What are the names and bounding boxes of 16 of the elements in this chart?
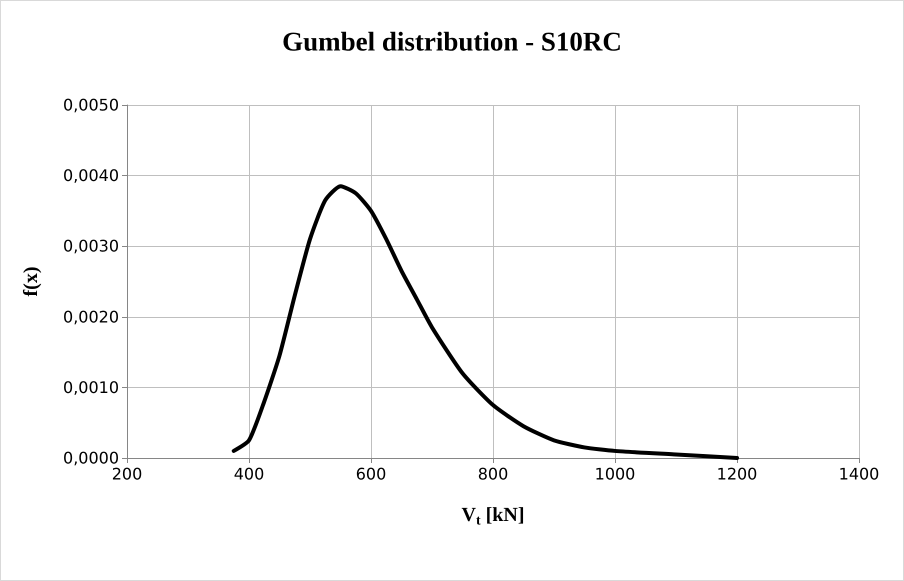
- x-tick-label: 600: [356, 464, 386, 484]
- y-tick-label: 0,0040: [63, 166, 119, 186]
- x-tick-label: 400: [234, 464, 264, 484]
- y-tick-label: 0,0030: [63, 236, 119, 256]
- line-series: [232, 184, 739, 460]
- x-tick-label: 1200: [716, 464, 758, 484]
- x-tick-label: 1400: [838, 464, 880, 484]
- x-tick-label: 1000: [594, 464, 636, 484]
- y-tick-label: 0,0050: [63, 96, 119, 114]
- y-tick-label: 0,0010: [63, 378, 119, 397]
- chart-title: Gumbel distribution - S10RC: [282, 26, 622, 56]
- y-tick-label: 0,0000: [63, 448, 119, 468]
- x-tick-label: 200: [112, 464, 142, 484]
- y-tick-label: 0,0020: [63, 307, 119, 326]
- y-axis-title: f(x): [20, 266, 42, 296]
- x-tick-label: 800: [478, 464, 508, 484]
